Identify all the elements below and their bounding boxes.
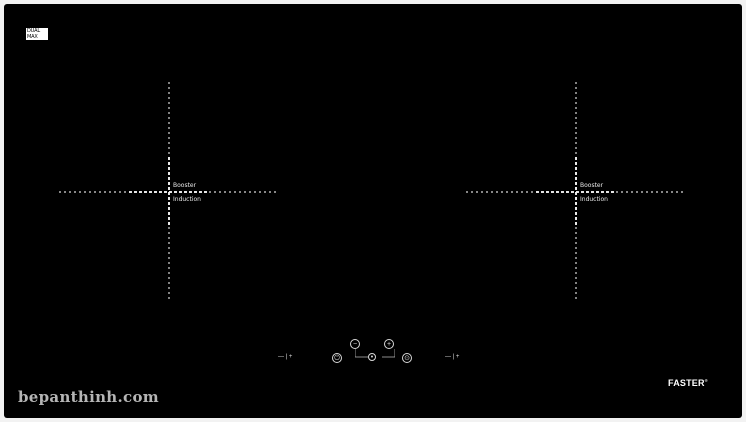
left-zone-booster-label: Booster xyxy=(173,182,197,189)
site-watermark: bepanthinh.com xyxy=(18,388,159,406)
minus-icon: − xyxy=(352,341,358,348)
brand-name: FASTER xyxy=(668,378,705,388)
right-zone-crosshair xyxy=(466,82,686,302)
left-zone-crosshair xyxy=(59,82,279,302)
dual-max-badge: DUAL MAX xyxy=(26,28,48,40)
left-zone-power-slider[interactable]: — | + xyxy=(278,354,293,360)
right-zone-power-slider[interactable]: — | + xyxy=(445,354,460,360)
right-zone-induction-label: Induction xyxy=(580,196,608,203)
lock-button[interactable]: ⊙ xyxy=(402,353,412,363)
power-icon: ⏻ xyxy=(334,355,340,362)
minus-button[interactable]: − xyxy=(350,339,360,349)
right-cooking-zone[interactable]: Booster Induction xyxy=(456,72,696,312)
badge-line-2: MAX xyxy=(27,34,38,40)
timer-button[interactable]: • xyxy=(368,353,376,361)
badge-line-1: DUAL xyxy=(27,28,40,34)
lock-icon: ⊙ xyxy=(404,355,410,362)
power-button[interactable]: ⏻ xyxy=(332,353,342,363)
left-zone-induction-label: Induction xyxy=(173,196,201,203)
registered-mark: ® xyxy=(704,378,708,383)
right-zone-booster-label: Booster xyxy=(580,182,604,189)
plus-button[interactable]: + xyxy=(384,339,394,349)
timer-icon: • xyxy=(370,354,374,361)
plus-icon: + xyxy=(386,341,392,348)
left-cooking-zone[interactable]: Booster Induction xyxy=(49,72,289,312)
brand-logo: FASTER® xyxy=(668,378,708,388)
